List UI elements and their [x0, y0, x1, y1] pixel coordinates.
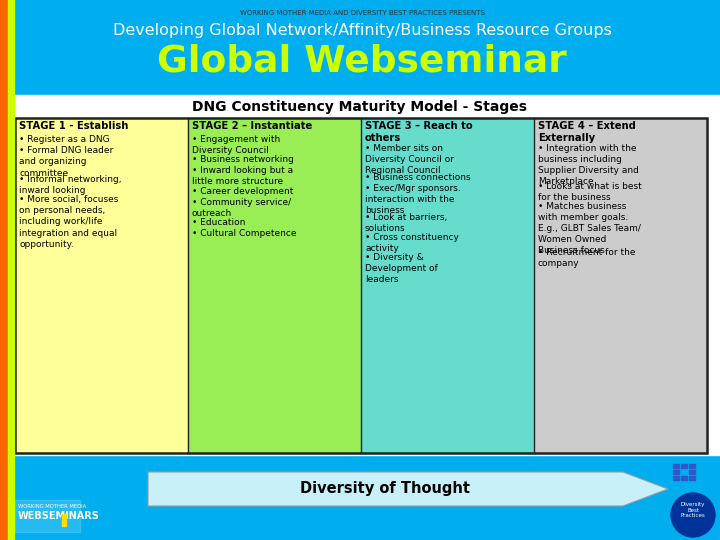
Bar [689, 470, 695, 474]
Text: DNG Constituency Maturity Model - Stages: DNG Constituency Maturity Model - Stages [192, 100, 528, 114]
Text: • More social, focuses
on personal needs,
including work/life
integration and eq: • More social, focuses on personal needs… [19, 195, 118, 249]
Bar [673, 464, 679, 468]
Bar [689, 464, 695, 468]
Bar [15, 118, 188, 453]
Text: • Education: • Education [192, 218, 246, 227]
Text: • Cross constituency
activity: • Cross constituency activity [365, 233, 459, 253]
Text: STAGE 4 – Extend
Externally: STAGE 4 – Extend Externally [538, 121, 636, 143]
Text: • Integration with the
business including
Supplier Diversity and
Marketplace: • Integration with the business includin… [538, 144, 639, 186]
Bar [681, 464, 687, 468]
Bar [534, 118, 707, 453]
Text: • Business connections: • Business connections [365, 173, 471, 182]
Text: • Community service/
outreach: • Community service/ outreach [192, 198, 291, 218]
Text: WORKING MOTHER MEDIA AND DIVERSITY BEST PRACTICES PRESENTS: WORKING MOTHER MEDIA AND DIVERSITY BEST … [240, 10, 485, 16]
Bar [0, 462, 720, 540]
Bar [8, 0, 14, 540]
Text: • Register as a DNG: • Register as a DNG [19, 135, 109, 144]
Text: Global Webseminar: Global Webseminar [157, 43, 567, 79]
Bar [681, 476, 687, 480]
Text: • Career development: • Career development [192, 186, 293, 195]
Text: Developing Global Network/Affinity/Business Resource Groups: Developing Global Network/Affinity/Busin… [112, 23, 611, 38]
Bar [15, 118, 707, 453]
Text: • Cultural Competence: • Cultural Competence [192, 229, 297, 238]
Text: Diversity
Best
Practices: Diversity Best Practices [680, 502, 706, 518]
Bar [188, 118, 361, 453]
Text: STAGE 1 - Establish: STAGE 1 - Establish [19, 121, 128, 131]
Bar [15, 500, 80, 532]
Text: • Formal DNG leader
and organizing
committee: • Formal DNG leader and organizing commi… [19, 146, 113, 178]
Text: • Matches business
with member goals.
E.g., GLBT Sales Team/
Women Owned
Busines: • Matches business with member goals. E.… [538, 202, 641, 255]
Bar [62, 514, 66, 526]
Text: • Member sits on
Diversity Council or
Regional Council: • Member sits on Diversity Council or Re… [365, 144, 454, 175]
Text: • Informal networking,
inward looking: • Informal networking, inward looking [19, 175, 122, 195]
Bar [361, 118, 534, 453]
Text: • Business networking: • Business networking [192, 155, 294, 164]
Bar [673, 470, 679, 474]
Text: • Inward looking but a
little more structure: • Inward looking but a little more struc… [192, 166, 293, 186]
Text: WEBSEMINARS: WEBSEMINARS [18, 511, 100, 521]
Circle shape [671, 493, 715, 537]
Text: • Exec/Mgr sponsors.
interaction with the
business: • Exec/Mgr sponsors. interaction with th… [365, 184, 461, 215]
Text: • Look at barriers,
solutions: • Look at barriers, solutions [365, 213, 447, 233]
Bar [673, 476, 679, 480]
Text: STAGE 3 – Reach to
others: STAGE 3 – Reach to others [365, 121, 472, 143]
Bar [0, 95, 720, 455]
Text: WORKING MOTHER MEDIA: WORKING MOTHER MEDIA [18, 504, 86, 509]
Polygon shape [148, 472, 668, 506]
Text: • Diversity &
Development of
leaders: • Diversity & Development of leaders [365, 253, 438, 285]
Bar [0, 0, 720, 95]
Bar [689, 476, 695, 480]
Text: • Engagement with
Diversity Council: • Engagement with Diversity Council [192, 135, 280, 155]
Text: • Looks at what is best
for the business: • Looks at what is best for the business [538, 181, 642, 202]
Text: • Recruitment for the
company: • Recruitment for the company [538, 248, 636, 268]
Text: STAGE 2 – Instantiate: STAGE 2 – Instantiate [192, 121, 312, 131]
Bar [0, 0, 8, 540]
Text: Diversity of Thought: Diversity of Thought [300, 482, 470, 496]
